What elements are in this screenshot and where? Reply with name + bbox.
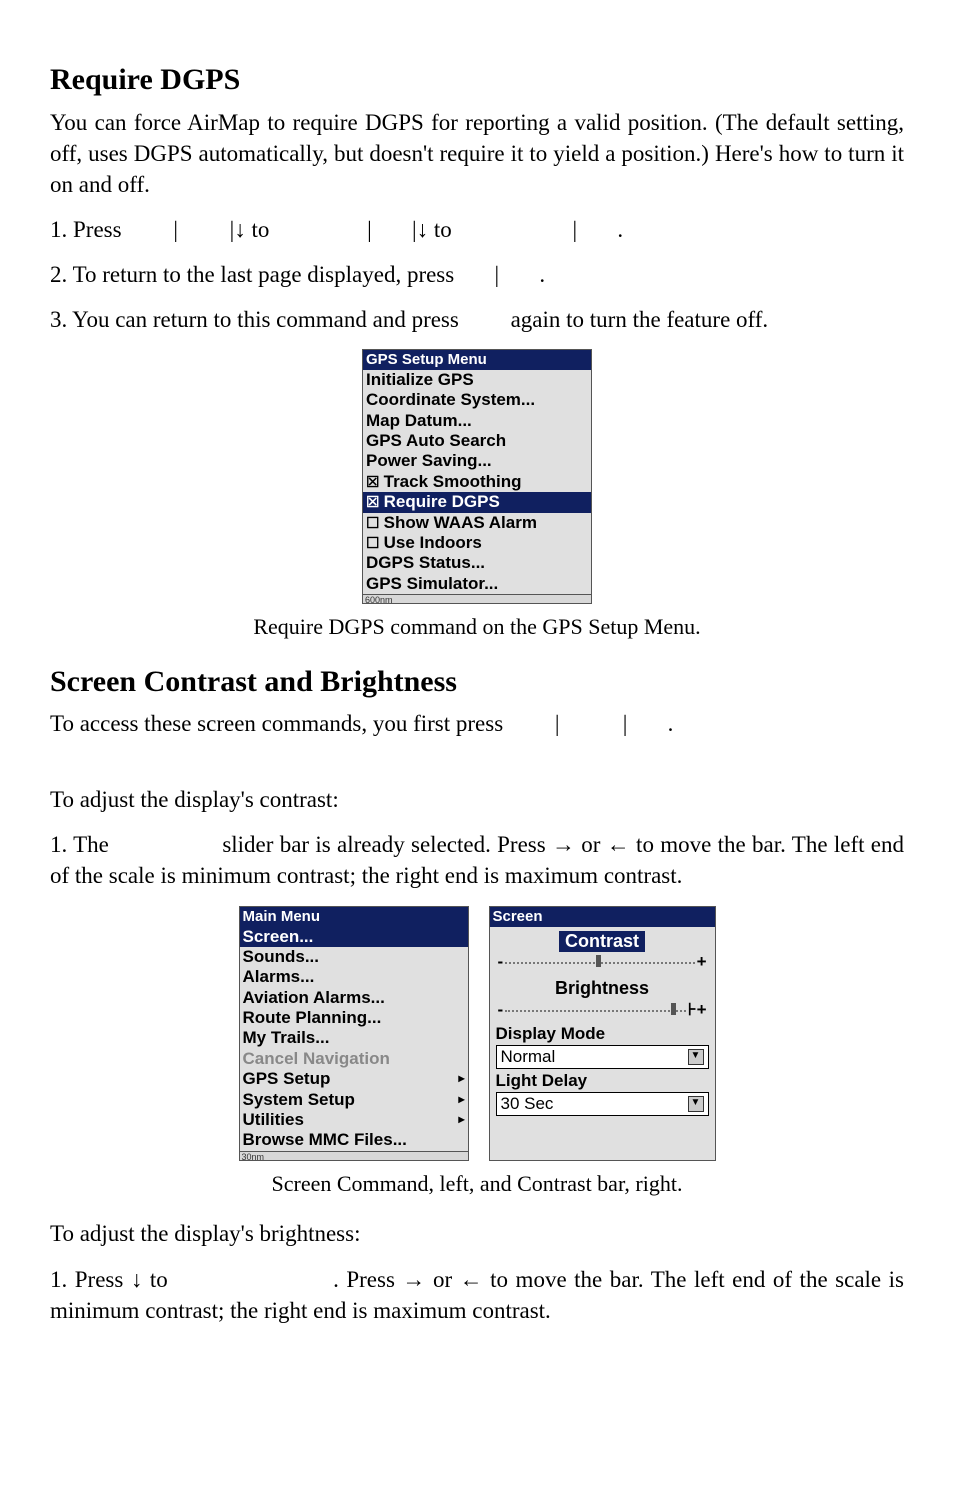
contrast-label: Contrast bbox=[559, 931, 645, 953]
brightness-slider[interactable]: - ⊦+ bbox=[498, 1000, 707, 1020]
menu-item[interactable]: Utilities bbox=[240, 1110, 468, 1130]
menu-item[interactable]: Power Saving... bbox=[363, 451, 591, 471]
intro2-sep1: | bbox=[555, 711, 560, 736]
screen-panel: Screen Contrast - + Brightness - ⊦+ Disp… bbox=[489, 906, 716, 1161]
step3-text-a: 3. You can return to this command and pr… bbox=[50, 307, 465, 332]
intro2-d: . bbox=[668, 711, 674, 736]
gps-setup-menu: GPS Setup Menu Initialize GPSCoordinate … bbox=[362, 349, 592, 604]
dropdown-icon: ▼ bbox=[688, 1049, 704, 1065]
gps-menu-caption: Require DGPS command on the GPS Setup Me… bbox=[50, 612, 904, 642]
gps-menu-title: GPS Setup Menu bbox=[363, 350, 591, 370]
menu-item[interactable]: My Trails... bbox=[240, 1028, 468, 1048]
main-menu: Main Menu Screen...Sounds...Alarms...Avi… bbox=[239, 906, 469, 1161]
menu-item[interactable]: GPS Simulator... bbox=[363, 574, 591, 594]
menu-item[interactable]: Initialize GPS bbox=[363, 370, 591, 390]
screen-panel-title: Screen bbox=[490, 907, 715, 927]
menu-item[interactable]: Browse MMC Files... bbox=[240, 1130, 468, 1150]
menu-item[interactable]: Require DGPS bbox=[363, 492, 591, 512]
menu-item[interactable]: Aviation Alarms... bbox=[240, 988, 468, 1008]
menu-item[interactable]: DGPS Status... bbox=[363, 553, 591, 573]
menu-item[interactable]: System Setup bbox=[240, 1090, 468, 1110]
step1-sep-2: | bbox=[367, 217, 372, 242]
menu-item[interactable]: GPS Setup bbox=[240, 1069, 468, 1089]
menu-item[interactable]: Sounds... bbox=[240, 947, 468, 967]
step1-text-g: . bbox=[617, 217, 623, 242]
step1-sep-1: | bbox=[173, 217, 178, 242]
menu-item[interactable]: Coordinate System... bbox=[363, 390, 591, 410]
step3-text-b: again to turn the feature off. bbox=[511, 307, 769, 332]
step1-sep-3: | bbox=[573, 217, 578, 242]
main-menu-title: Main Menu bbox=[240, 907, 468, 927]
light-delay-dropdown[interactable]: 30 Sec ▼ bbox=[496, 1092, 709, 1116]
menu-item[interactable]: Map Datum... bbox=[363, 411, 591, 431]
require-dgps-intro: You can force AirMap to require DGPS for… bbox=[50, 107, 904, 200]
display-mode-label: Display Mode bbox=[490, 1022, 715, 1044]
display-mode-dropdown[interactable]: Normal ▼ bbox=[496, 1045, 709, 1069]
slider-minus-icon: - bbox=[498, 952, 504, 972]
menu-item[interactable]: GPS Auto Search bbox=[363, 431, 591, 451]
contrast-slider[interactable]: - + bbox=[498, 952, 707, 972]
step2-sep: | bbox=[494, 262, 499, 287]
menu-item[interactable]: Cancel Navigation bbox=[240, 1049, 468, 1069]
step2-text-a: 2. To return to the last page displayed,… bbox=[50, 262, 460, 287]
slider-plus-icon: + bbox=[697, 952, 707, 972]
step-2: 2. To return to the last page displayed,… bbox=[50, 259, 904, 290]
screen-contrast-intro: To access these screen commands, you fir… bbox=[50, 708, 904, 739]
menu-item[interactable]: Use Indoors bbox=[363, 533, 591, 553]
brightness-step-a: 1. Press ↓ to bbox=[50, 1267, 175, 1292]
step-1: 1. Press | |↓ to | |↓ to | . bbox=[50, 214, 904, 245]
dropdown-icon: ▼ bbox=[688, 1096, 704, 1112]
menu-item[interactable]: Screen... bbox=[240, 927, 468, 947]
slider-minus-icon: - bbox=[498, 1000, 504, 1020]
intro2-a: To access these screen commands, you fir… bbox=[50, 711, 509, 736]
require-dgps-heading: Require DGPS bbox=[50, 60, 904, 101]
step1-text-a: 1. Press bbox=[50, 217, 127, 242]
step-3: 3. You can return to this command and pr… bbox=[50, 304, 904, 335]
contrast-step: 1. The slider bar is already selected. P… bbox=[50, 829, 904, 891]
display-mode-value: Normal bbox=[501, 1047, 556, 1067]
gps-menu-statusbar: 600nm bbox=[363, 594, 591, 603]
brightness-label: Brightness bbox=[498, 978, 707, 1000]
screen-cmd-caption: Screen Command, left, and Contrast bar, … bbox=[50, 1169, 904, 1199]
slider-plus-icon: ⊦+ bbox=[688, 1000, 707, 1020]
main-menu-statusbar: 30nm bbox=[240, 1151, 468, 1160]
step2-text-c: . bbox=[539, 262, 545, 287]
contrast-step-b: slider bar is already selected. Press → … bbox=[50, 832, 904, 888]
brightness-step: 1. Press ↓ to . Press → or ← to move the… bbox=[50, 1264, 904, 1326]
menu-item[interactable]: Route Planning... bbox=[240, 1008, 468, 1028]
screen-contrast-heading: Screen Contrast and Brightness bbox=[50, 662, 904, 703]
light-delay-value: 30 Sec bbox=[501, 1094, 554, 1114]
intro2-sep2: | bbox=[623, 711, 628, 736]
menu-item[interactable]: Show WAAS Alarm bbox=[363, 513, 591, 533]
contrast-subheading: To adjust the display's contrast: bbox=[50, 784, 904, 815]
menu-item[interactable]: Track Smoothing bbox=[363, 472, 591, 492]
step1-text-e: |↓ to bbox=[412, 217, 452, 242]
brightness-subheading: To adjust the display's brightness: bbox=[50, 1218, 904, 1249]
contrast-step-a: 1. The bbox=[50, 832, 115, 857]
menu-item[interactable]: Alarms... bbox=[240, 967, 468, 987]
light-delay-label: Light Delay bbox=[490, 1069, 715, 1091]
step1-text-c: |↓ to bbox=[230, 217, 270, 242]
brightness-step-b: . Press → or ← to move the bar. The left… bbox=[50, 1267, 904, 1323]
